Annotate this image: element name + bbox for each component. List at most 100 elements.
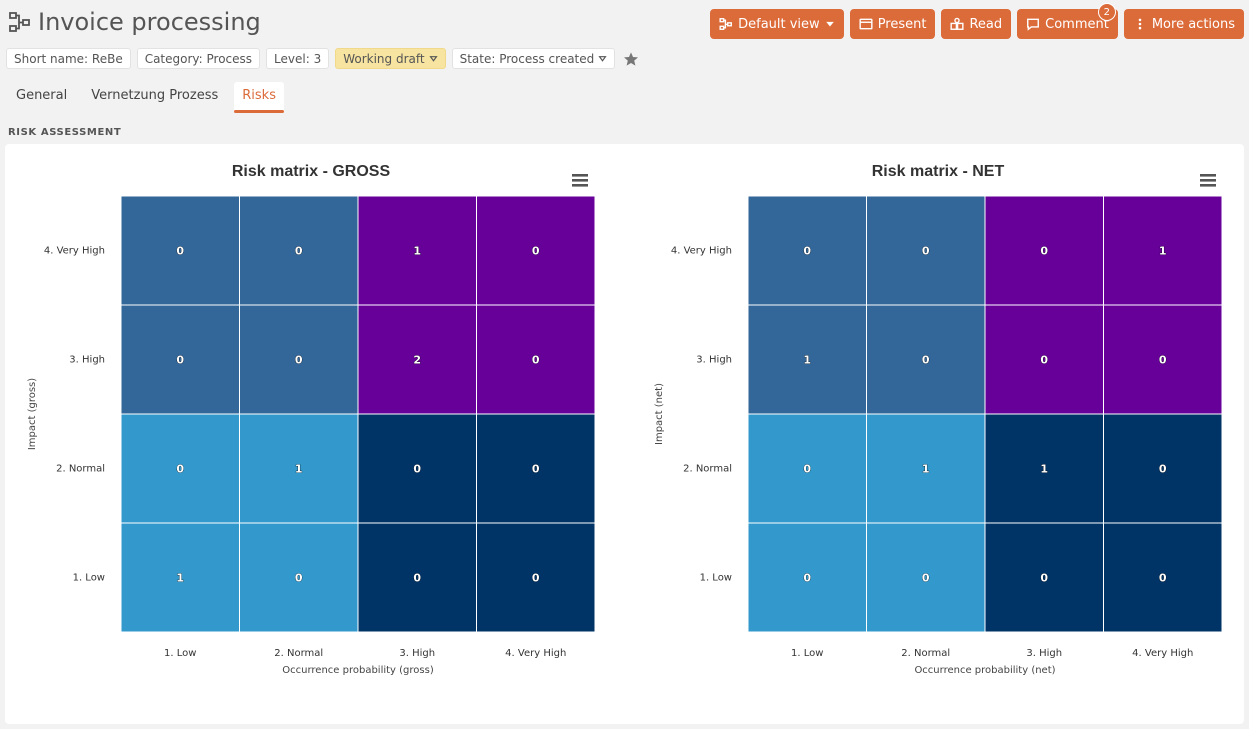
cell-value: 0 (803, 572, 811, 585)
present-button[interactable]: Present (849, 9, 936, 39)
cell-value: 0 (1040, 572, 1048, 585)
y-tick-label: 1. Low (700, 573, 732, 584)
default-view-label: Default view (738, 16, 820, 32)
matrix-cell[interactable] (357, 522, 477, 633)
matrix-cell[interactable] (866, 522, 986, 633)
y-tick-label: 2. Normal (56, 464, 105, 475)
cell-value: 0 (295, 245, 303, 258)
matrix-cell[interactable] (476, 304, 596, 415)
process-map-icon (719, 18, 733, 30)
x-tick-label: 1. Low (164, 648, 196, 659)
y-tick-label: 2. Normal (683, 464, 732, 475)
chart-menu-icon-bar[interactable] (572, 174, 588, 177)
chart-menu-icon[interactable] (1198, 170, 1218, 188)
default-view-button[interactable]: Default view (710, 9, 844, 39)
matrix-cell[interactable] (984, 413, 1104, 524)
matrix-cell[interactable] (239, 413, 359, 524)
chart-menu-icon-bar[interactable] (1200, 184, 1216, 187)
comment-icon (1027, 18, 1040, 31)
category-tag: Category: Process (136, 48, 261, 69)
cell-value: 0 (922, 245, 930, 258)
matrix-cell[interactable] (1103, 195, 1223, 306)
cell-value: 0 (1159, 354, 1167, 367)
matrix-cell[interactable] (984, 304, 1104, 415)
x-axis-label: Occurrence probability (net) (914, 665, 1055, 676)
matrix-cell[interactable] (1103, 522, 1223, 633)
more-vertical-icon (1138, 18, 1142, 30)
cell-value: 1 (176, 572, 184, 585)
cell-value: 0 (176, 354, 184, 367)
level-tag: Level: 3 (266, 48, 330, 69)
chart-title: Risk matrix - GROSS (232, 163, 391, 180)
status-dropdown[interactable]: Working draft (335, 48, 446, 69)
page-title: Invoice processing (38, 8, 261, 36)
tab-bar: General Vernetzung Prozess Risks (8, 82, 292, 113)
read-icon (950, 17, 965, 30)
chevron-down-icon (825, 21, 834, 27)
cell-value: 1 (803, 354, 811, 367)
chart-menu-icon-bar[interactable] (572, 184, 588, 187)
cell-value: 0 (295, 572, 303, 585)
matrix-cell[interactable] (866, 304, 986, 415)
cell-value: 2 (413, 354, 421, 367)
cell-value: 0 (413, 463, 421, 476)
cell-value: 1 (295, 463, 303, 476)
status-label: Working draft (343, 51, 425, 66)
chart-menu-icon[interactable] (570, 170, 590, 188)
state-label: State: Process created (459, 51, 595, 66)
cell-value: 0 (532, 354, 540, 367)
matrix-cell[interactable] (747, 195, 867, 306)
comment-label: Comment (1045, 16, 1109, 32)
cell-value: 0 (295, 354, 303, 367)
x-axis-label: Occurrence probability (gross) (282, 665, 434, 676)
state-dropdown[interactable]: State: Process created (451, 48, 616, 69)
chart-menu-icon-bar[interactable] (1200, 174, 1216, 177)
cell-value: 0 (922, 572, 930, 585)
matrix-cell[interactable] (1103, 304, 1223, 415)
star-icon[interactable] (623, 51, 639, 67)
matrix-cell[interactable] (120, 413, 240, 524)
x-tick-label: 3. High (399, 648, 435, 659)
cell-value: 0 (532, 572, 540, 585)
comment-button[interactable]: Comment 2 (1017, 3, 1118, 39)
matrix-cell[interactable] (476, 413, 596, 524)
cell-value: 0 (1040, 245, 1048, 258)
cell-value: 0 (176, 463, 184, 476)
meta-tags: Short name: ReBe Category: Process Level… (6, 48, 639, 69)
matrix-cell[interactable] (357, 413, 477, 524)
matrix-cell[interactable] (747, 522, 867, 633)
matrix-cell[interactable] (747, 304, 867, 415)
chart-title: Risk matrix - NET (872, 163, 1005, 180)
more-actions-button[interactable]: More actions (1123, 9, 1244, 39)
y-axis-label: Impact (gross) (27, 378, 38, 450)
matrix-cell[interactable] (984, 522, 1104, 633)
read-button[interactable]: Read (941, 9, 1012, 39)
tab-risks[interactable]: Risks (234, 82, 284, 113)
cell-value: 0 (413, 572, 421, 585)
window-icon (859, 18, 873, 30)
matrix-cell[interactable] (476, 195, 596, 306)
tab-vernetzung-prozess[interactable]: Vernetzung Prozess (91, 88, 219, 103)
cell-value: 1 (413, 245, 421, 258)
chart-menu-icon-bar[interactable] (1200, 179, 1216, 182)
title-row: Invoice processing (8, 8, 261, 36)
matrix-cell[interactable] (239, 522, 359, 633)
matrix-cell[interactable] (239, 195, 359, 306)
risk-assessment-panel: Risk matrix - GROSS 0 0 1 0 0 0 2 0 0 1 0 0 1 0 0 0 4. Ve… (5, 144, 1244, 724)
matrix-cell[interactable] (866, 413, 986, 524)
tab-general[interactable]: General (16, 88, 68, 103)
cell-value: 0 (1159, 463, 1167, 476)
cell-value: 1 (1159, 245, 1167, 258)
y-axis-label: Impact (net) (654, 383, 665, 445)
y-tick-label: 4. Very High (671, 246, 732, 257)
section-label: RISK ASSESSMENT (8, 127, 122, 138)
cell-value: 1 (922, 463, 930, 476)
x-tick-label: 2. Normal (901, 648, 950, 659)
cell-value: 1 (1040, 463, 1048, 476)
matrix-cell[interactable] (476, 522, 596, 633)
chart-menu-icon-bar[interactable] (572, 179, 588, 182)
matrix-cell[interactable] (120, 522, 240, 633)
matrix-cell[interactable] (866, 195, 986, 306)
cell-value: 0 (1159, 572, 1167, 585)
matrix-cell[interactable] (239, 304, 359, 415)
